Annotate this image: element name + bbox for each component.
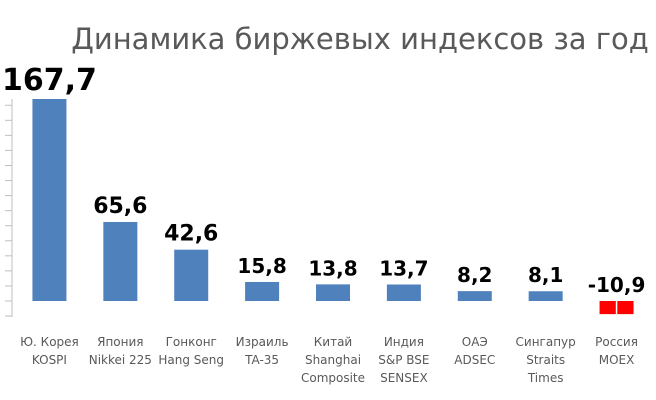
category-label-line: Straits (526, 353, 565, 367)
category-label-line: Китай (314, 335, 352, 349)
bar-6 (457, 291, 492, 301)
category-label-line: ADSEC (454, 353, 495, 367)
category-label-line: Израиль (236, 335, 289, 349)
category-label-line: Times (527, 371, 564, 385)
data-label-3: 15,8 (237, 254, 286, 278)
category-label-line: S&P BSE (378, 353, 429, 367)
data-label-7: 8,1 (528, 263, 563, 287)
category-label-line: Ю. Корея (20, 335, 79, 349)
chart-title: Динамика биржевых индексов за год (71, 22, 649, 56)
category-label-line: ОАЭ (462, 335, 488, 349)
category-label-line: KOSPI (32, 353, 67, 367)
category-label-line: Shanghai (305, 353, 361, 367)
category-label-6: ОАЭ ADSEC (454, 335, 495, 367)
data-label-5: 13,7 (379, 256, 428, 280)
data-label-0: 167,7 (2, 63, 97, 98)
data-label-8: -10,9 (588, 273, 646, 297)
category-label-line: Индия (384, 335, 424, 349)
bar-4 (316, 284, 350, 301)
category-label-line: Composite (301, 371, 365, 385)
category-label-2: Гонконг Hang Seng (158, 335, 224, 367)
category-label-1: Япония Nikkei 225 (89, 335, 152, 367)
bar-0 (32, 99, 67, 301)
category-label-line: Nikkei 225 (89, 353, 152, 367)
category-label-7: Сингапур Straits Times (516, 335, 576, 385)
bar-7 (528, 291, 563, 301)
data-label-6: 8,2 (457, 263, 492, 287)
category-label-line: Сингапур (516, 335, 576, 349)
category-label-line: Гонконг (166, 335, 217, 349)
category-label-line: Россия (595, 335, 638, 349)
category-label-0: Ю. Корея KOSPI (20, 335, 79, 367)
data-label-4: 13,8 (308, 256, 357, 280)
category-label-line: TA-35 (244, 353, 279, 367)
data-label-2: 42,6 (164, 222, 218, 247)
bar-2 (174, 249, 209, 301)
data-label-1: 65,6 (93, 194, 147, 219)
category-label-line: MOEX (599, 353, 635, 367)
category-label-4: Китай Shanghai Composite (301, 335, 365, 385)
bar-1 (103, 221, 138, 301)
category-label-8: Россия MOEX (595, 335, 638, 367)
category-label-line: SENSEX (380, 371, 428, 385)
category-label-3: Израиль TA-35 (236, 335, 289, 367)
category-label-line: Hang Seng (158, 353, 224, 367)
category-label-line: Япония (97, 335, 143, 349)
category-label-5: Индия S&P BSE SENSEX (378, 335, 429, 385)
bar-3 (245, 281, 280, 301)
bar-5 (386, 284, 421, 301)
